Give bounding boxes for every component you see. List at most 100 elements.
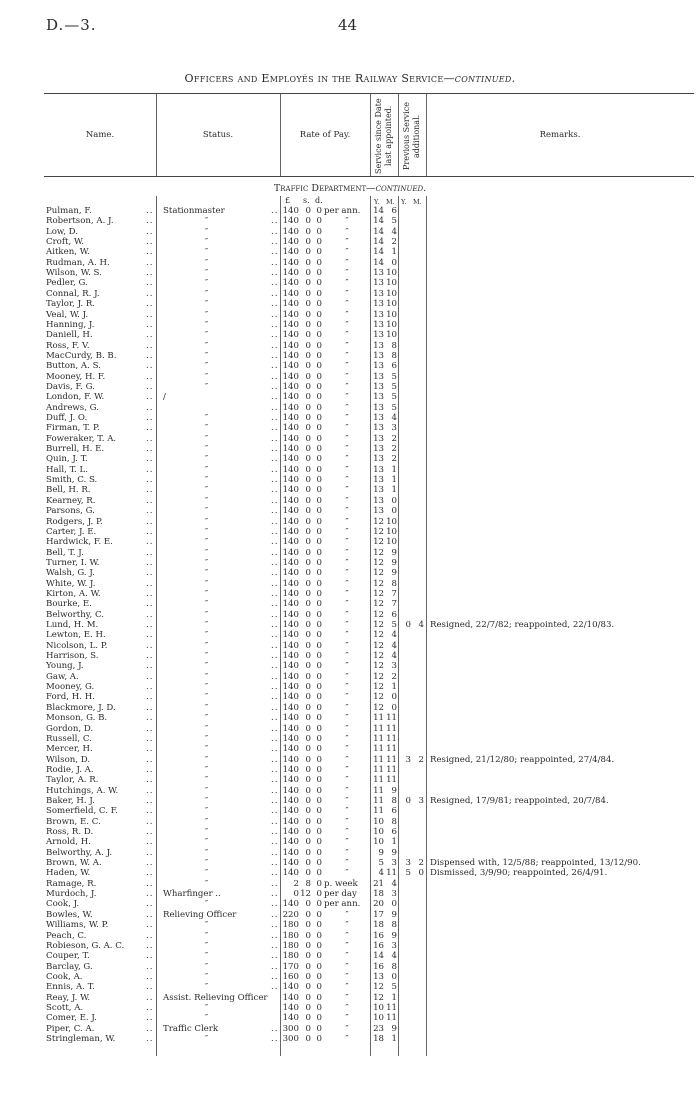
cell-y: 12 xyxy=(373,599,384,610)
leader-dots: .. xyxy=(146,361,154,372)
cell-name: Couper, T. xyxy=(46,951,90,962)
cell-s: 0 xyxy=(305,920,311,931)
leader-dots: .. xyxy=(146,889,154,900)
cell-m: 4 xyxy=(391,630,397,641)
cell-s: 0 xyxy=(305,206,311,216)
cell-d: 0 xyxy=(316,1013,322,1024)
cell-m: 1 xyxy=(391,837,397,848)
table-row: .... Stringleman, W. ″ 300 0 0 ″ 18 1 xyxy=(0,1034,700,1044)
cell-m: 3 xyxy=(391,889,397,900)
cell-name: Lund, H. M. xyxy=(46,620,99,630)
cell-s: 0 xyxy=(305,868,311,879)
cell-name: Smith, C. S. xyxy=(46,475,98,486)
cell-d: 0 xyxy=(316,630,322,641)
cell-per: ″ xyxy=(345,930,349,941)
cell-m: 2 xyxy=(391,237,397,248)
cell-l: 140 xyxy=(282,237,299,248)
cell-y: 12 xyxy=(373,516,384,527)
cell-l: 140 xyxy=(282,444,299,455)
cell-remarks: Dismissed, 3/9/90; reappointed, 26/4/91. xyxy=(430,868,608,879)
cell-name: MacCurdy, B. B. xyxy=(46,350,117,361)
cell-s: 0 xyxy=(305,744,311,755)
leader-dots: .. xyxy=(146,858,154,869)
cell-l: 180 xyxy=(282,940,299,951)
leader-dots: .. xyxy=(271,257,279,268)
cell-l: 140 xyxy=(282,630,299,641)
cell-m: 1 xyxy=(391,485,397,496)
leader-dots: .. xyxy=(146,744,154,755)
cell-d: 0 xyxy=(316,599,322,610)
cell-name: Blackmore, J. D. xyxy=(46,702,116,713)
table-row: .... Ross, F. V. ″ 140 0 0 ″ 13 8 xyxy=(0,341,700,351)
cell-status: ″ xyxy=(205,381,209,392)
cell-y: 13 xyxy=(373,464,384,475)
cell-m: 9 xyxy=(391,1023,397,1034)
cell-y: 11 xyxy=(373,806,384,817)
cell-per: ″ xyxy=(345,951,349,962)
cell-status: ″ xyxy=(205,609,209,620)
cell-l: 160 xyxy=(282,971,299,982)
leader-dots: .. xyxy=(271,381,279,392)
cell-l: 140 xyxy=(282,464,299,475)
cell-d: 0 xyxy=(316,288,322,299)
title-suffix: —continued. xyxy=(443,72,516,85)
table-row: .... Haden, W. ″ 140 0 0 ″ 4 11 5 0 Dismissed, 3/9/… xyxy=(0,868,700,878)
cell-per: ″ xyxy=(345,764,349,775)
cell-y: 11 xyxy=(373,754,384,765)
cell-per: ″ xyxy=(345,392,349,403)
cell-d: 0 xyxy=(316,506,322,517)
cell-per: ″ xyxy=(345,1023,349,1034)
cell-d: 0 xyxy=(316,909,322,920)
cell-status: ″ xyxy=(205,237,209,248)
cell-m: 9 xyxy=(391,557,397,568)
cell-per: ″ xyxy=(345,733,349,744)
cell-s: 0 xyxy=(305,661,311,672)
cell-per: per ann. xyxy=(324,206,361,216)
cell-m: 9 xyxy=(391,547,397,558)
cell-m: 10 xyxy=(386,309,397,320)
cell-name: Cook, J. xyxy=(46,899,80,910)
cell-status: / xyxy=(163,392,166,403)
cell-name: Reay, J. W. xyxy=(46,992,91,1003)
cell-name: Aitken, W. xyxy=(46,247,90,258)
cell-name: Wilson, D. xyxy=(46,754,91,765)
cell-l: 140 xyxy=(282,454,299,465)
cell-y: 13 xyxy=(373,361,384,372)
cell-l: 140 xyxy=(282,340,299,351)
leader-dots: .. xyxy=(271,392,279,403)
cell-status: Assist. Relieving Officer xyxy=(163,992,268,1003)
cell-y: 13 xyxy=(373,288,384,299)
cell-per: ″ xyxy=(345,692,349,703)
leader-dots: .. xyxy=(146,940,154,951)
leader-dots: .. xyxy=(146,278,154,289)
cell-m: 11 xyxy=(386,764,397,775)
cell-per: ″ xyxy=(345,671,349,682)
cell-y: 10 xyxy=(373,816,384,827)
leader-dots: .. xyxy=(146,433,154,444)
cell-l: 140 xyxy=(282,557,299,568)
cell-m: 5 xyxy=(391,402,397,413)
cell-l: 140 xyxy=(282,361,299,372)
leader-dots: .. xyxy=(146,413,154,423)
leader-dots: .. xyxy=(146,319,154,330)
cell-per: per day xyxy=(324,889,357,900)
leader-dots: .. xyxy=(271,330,279,341)
cell-m: 10 xyxy=(386,526,397,537)
cell-name: Robieson, G. A. C. xyxy=(46,940,125,951)
cell-per: ″ xyxy=(345,682,349,693)
cell-per: ″ xyxy=(345,1034,349,1044)
cell-status: ″ xyxy=(205,971,209,982)
cell-s: 0 xyxy=(305,733,311,744)
cell-per: ″ xyxy=(345,620,349,630)
cell-name: Young, J. xyxy=(46,661,84,672)
table-row: .... Wilson, D. ″ 140 0 0 ″ 11 11 3 2 Resigned, 21/… xyxy=(0,755,700,765)
leader-dots: .. xyxy=(271,764,279,775)
cell-status: ″ xyxy=(205,257,209,268)
cell-y: 9 xyxy=(378,847,384,858)
cell-pm: 4 xyxy=(418,620,424,630)
leader-dots: .. xyxy=(146,702,154,713)
leader-dots: .. xyxy=(271,806,279,817)
leader-dots: .. xyxy=(271,640,279,651)
leader-dots: .. xyxy=(146,371,154,382)
cell-y: 11 xyxy=(373,795,384,806)
